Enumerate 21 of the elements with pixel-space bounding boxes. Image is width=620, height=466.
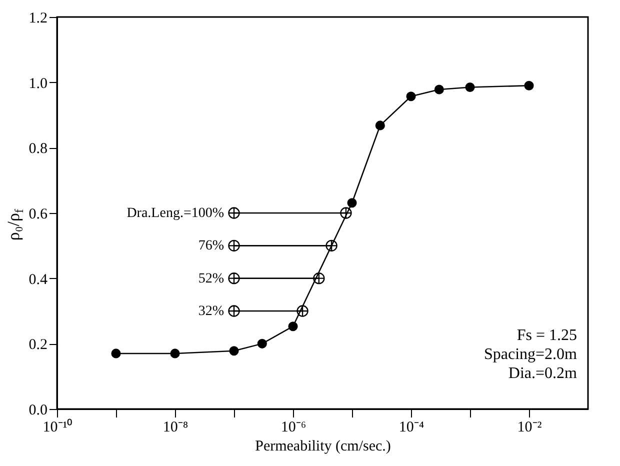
y-tick-label: 1.2	[28, 10, 48, 26]
y-tick-label: 0.4	[28, 272, 48, 288]
annotation: Fs = 1.25	[516, 327, 577, 344]
y-tick-label: 0.0	[28, 402, 48, 418]
y-tick-label: 1.0	[28, 76, 48, 92]
y-tick-label: 0.2	[28, 337, 48, 354]
y-axis-title: ρ₀/ρf	[4, 209, 26, 241]
x-tick-label: 10⁻⁴	[398, 420, 424, 436]
x-tick-label: 10⁻⁶	[280, 420, 306, 436]
x-tick-label: 10⁻²	[517, 420, 542, 436]
series-label: 32%	[198, 304, 224, 319]
y-tick-label: 0.6	[28, 206, 48, 222]
series-label: 76%	[198, 238, 224, 254]
series-label: Dra.Leng.=100%	[126, 206, 224, 221]
annotation: Spacing=2.0m	[484, 346, 578, 363]
x-axis-title: Permeability (cm/sec.)	[255, 438, 391, 454]
x-tick-label: 10⁻⁸	[162, 420, 188, 436]
y-tick-label: 0.8	[28, 141, 48, 158]
annotation: Dia.=0.2m	[508, 365, 578, 382]
x-tick-label: 10⁻¹⁰	[42, 418, 72, 436]
series-label: 52%	[198, 271, 224, 286]
